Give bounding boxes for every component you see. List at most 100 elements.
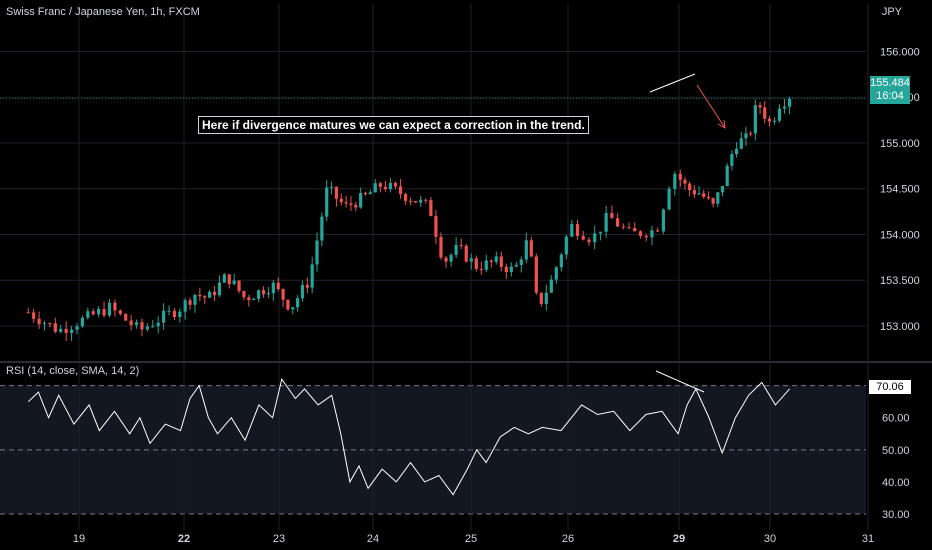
candle-body-24 <box>156 322 160 327</box>
time-tick-24: 24 <box>367 533 379 545</box>
candle-body-43 <box>252 298 256 301</box>
candle-body-119 <box>638 231 643 236</box>
candle-body-105 <box>559 254 563 268</box>
candle-body-71 <box>388 182 393 190</box>
current-price-value: 155.484 <box>870 77 910 89</box>
rsi-axis[interactable]: 60.00 50.00 40.00 30.00 <box>882 413 910 521</box>
candle-body-16 <box>113 302 117 311</box>
price-grid <box>0 50 932 363</box>
candle-body-99 <box>529 240 533 257</box>
rsi-tick-3: 30.00 <box>882 509 910 521</box>
candle-body-131 <box>702 193 706 197</box>
candle-body-14 <box>102 309 106 316</box>
rsi-trendline[interactable] <box>655 370 705 393</box>
candle-body-121 <box>650 230 654 238</box>
candle-body-80 <box>434 216 438 237</box>
candle-body-20 <box>134 322 139 326</box>
candle-body-103 <box>549 279 553 293</box>
candle-body-130 <box>697 193 701 195</box>
candle-body-77 <box>419 199 423 203</box>
time-axis[interactable]: 19 22 23 24 25 26 29 30 31 <box>73 533 874 545</box>
currency-unit[interactable]: JPY <box>881 6 902 18</box>
candle-body-10 <box>80 317 85 327</box>
candle-body-110 <box>587 239 591 243</box>
candle-body-15 <box>107 302 112 316</box>
rsi-series <box>27 378 790 496</box>
candle-body-142 <box>753 105 757 134</box>
candle-body-31 <box>193 294 197 305</box>
candle-body-115 <box>615 218 620 227</box>
candle-body-17 <box>118 310 122 314</box>
price-trendline[interactable] <box>649 73 696 93</box>
candle-body-86 <box>464 245 468 262</box>
candle-body-146 <box>772 120 777 122</box>
candle-body-127 <box>683 179 687 184</box>
candle-body-120 <box>644 235 648 238</box>
candle-body-75 <box>409 200 413 202</box>
candle-body-65 <box>359 193 363 208</box>
correction-arrow-head <box>717 119 726 129</box>
candle-body-118 <box>633 228 637 232</box>
candle-body-22 <box>145 326 149 330</box>
candle-body-96 <box>514 264 518 267</box>
bar-countdown: 16:04 <box>876 90 904 102</box>
candle-body-67 <box>368 192 372 195</box>
candle-body-137 <box>730 154 734 166</box>
candle-body-0 <box>26 312 30 314</box>
candle-body-108 <box>575 223 580 237</box>
candle-body-129 <box>692 190 696 195</box>
candle-body-7 <box>64 328 68 333</box>
candle-body-35 <box>212 291 217 296</box>
candle-body-126 <box>678 173 682 180</box>
candle-body-74 <box>403 194 408 201</box>
candle-body-8 <box>69 329 74 333</box>
candle-body-87 <box>469 258 473 262</box>
candle-body-81 <box>439 236 443 258</box>
time-tick-29: 29 <box>673 533 685 545</box>
candle-body-128 <box>688 183 692 191</box>
candle-body-58 <box>325 187 329 217</box>
candle-body-57 <box>320 216 324 241</box>
candle-body-112 <box>598 231 603 234</box>
candle-body-21 <box>140 322 144 330</box>
candle-body-97 <box>519 259 523 265</box>
candle-body-114 <box>610 212 614 219</box>
candle-body-116 <box>621 226 625 228</box>
annotation-text[interactable]: Here if divergence matures we can expect… <box>198 116 589 134</box>
candle-body-54 <box>305 284 309 288</box>
candle-body-37 <box>222 274 226 283</box>
candle-body-9 <box>75 326 79 330</box>
candle-body-138 <box>734 148 739 155</box>
candle-body-78 <box>424 199 428 201</box>
price-tick-0: 156.000 <box>880 46 920 58</box>
rsi-indicator-label[interactable]: RSI (14, close, SMA, 14, 2) <box>6 365 140 377</box>
candle-body-104 <box>554 267 558 280</box>
candle-body-94 <box>504 266 508 273</box>
candle-body-40 <box>237 280 241 292</box>
candle-body-117 <box>627 227 631 229</box>
candle-body-38 <box>227 274 231 285</box>
candle-body-55 <box>310 264 314 288</box>
candle-body-48 <box>276 282 280 290</box>
time-tick-31: 31 <box>862 533 874 545</box>
candle-body-84 <box>454 244 458 255</box>
candle-body-59 <box>329 186 334 188</box>
rsi-line <box>27 378 790 496</box>
candle-body-148 <box>782 106 787 109</box>
candle-body-72 <box>393 182 398 187</box>
chart-title[interactable]: Swiss Franc / Japanese Yen, 1h, FXCM <box>6 6 200 18</box>
candle-body-33 <box>203 296 207 298</box>
candle-body-29 <box>183 300 187 312</box>
candle-body-101 <box>539 292 543 304</box>
candle-body-76 <box>414 201 418 203</box>
candle-body-26 <box>167 310 171 312</box>
candle-body-125 <box>673 173 677 189</box>
candle-body-47 <box>271 282 275 294</box>
rsi-tick-1: 50.00 <box>882 445 910 457</box>
correction-arrow[interactable] <box>696 84 726 129</box>
candle-body-122 <box>656 230 660 232</box>
candle-body-95 <box>509 266 513 273</box>
time-tick-19: 19 <box>73 533 85 545</box>
time-tick-25: 25 <box>465 533 477 545</box>
